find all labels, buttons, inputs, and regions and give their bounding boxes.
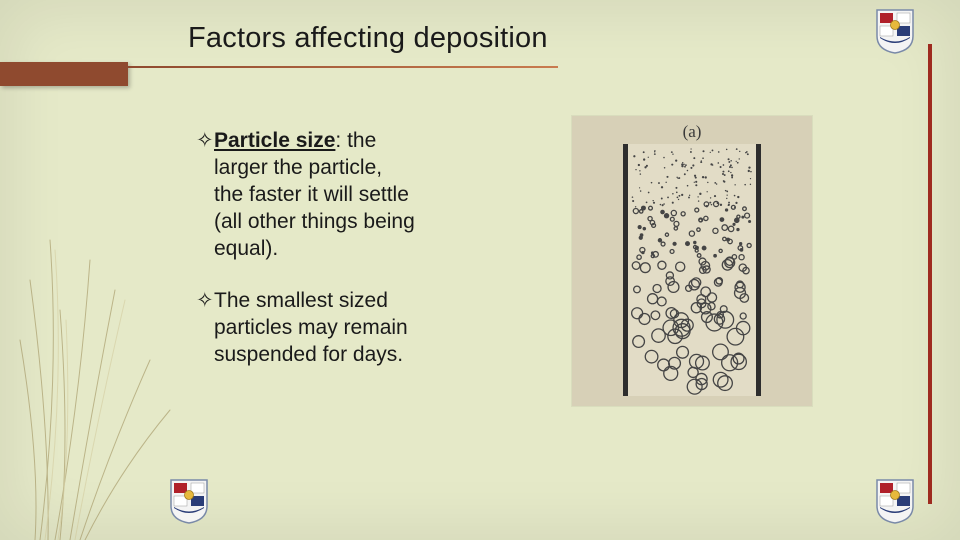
jar (623, 144, 761, 396)
diamond-bullet-icon: ✧ (196, 128, 214, 155)
slide-title: Factors affecting deposition (188, 22, 548, 55)
jar-wall-right (756, 144, 761, 396)
body-text: ✧Particle size: the larger the particle,… (196, 128, 416, 395)
vignette (0, 0, 960, 540)
bullet-2-text: The smallest sized particles may remain … (214, 289, 408, 366)
crest-top-right (874, 6, 916, 54)
bullet-1-bold: Particle size (214, 129, 335, 152)
right-accent-bar (928, 44, 932, 504)
figure-label: (a) (572, 122, 812, 142)
crest-bottom-right (874, 476, 916, 524)
title-accent-bar (0, 62, 128, 86)
diamond-bullet-icon: ✧ (196, 288, 214, 315)
bullet-2: ✧The smallest sized particles may remain… (196, 288, 416, 369)
crest-bottom-left (168, 476, 210, 524)
deposition-figure: (a) (572, 116, 812, 406)
particles-icon (628, 144, 756, 396)
title-underline (128, 66, 558, 68)
bullet-1: ✧Particle size: the larger the particle,… (196, 128, 416, 262)
